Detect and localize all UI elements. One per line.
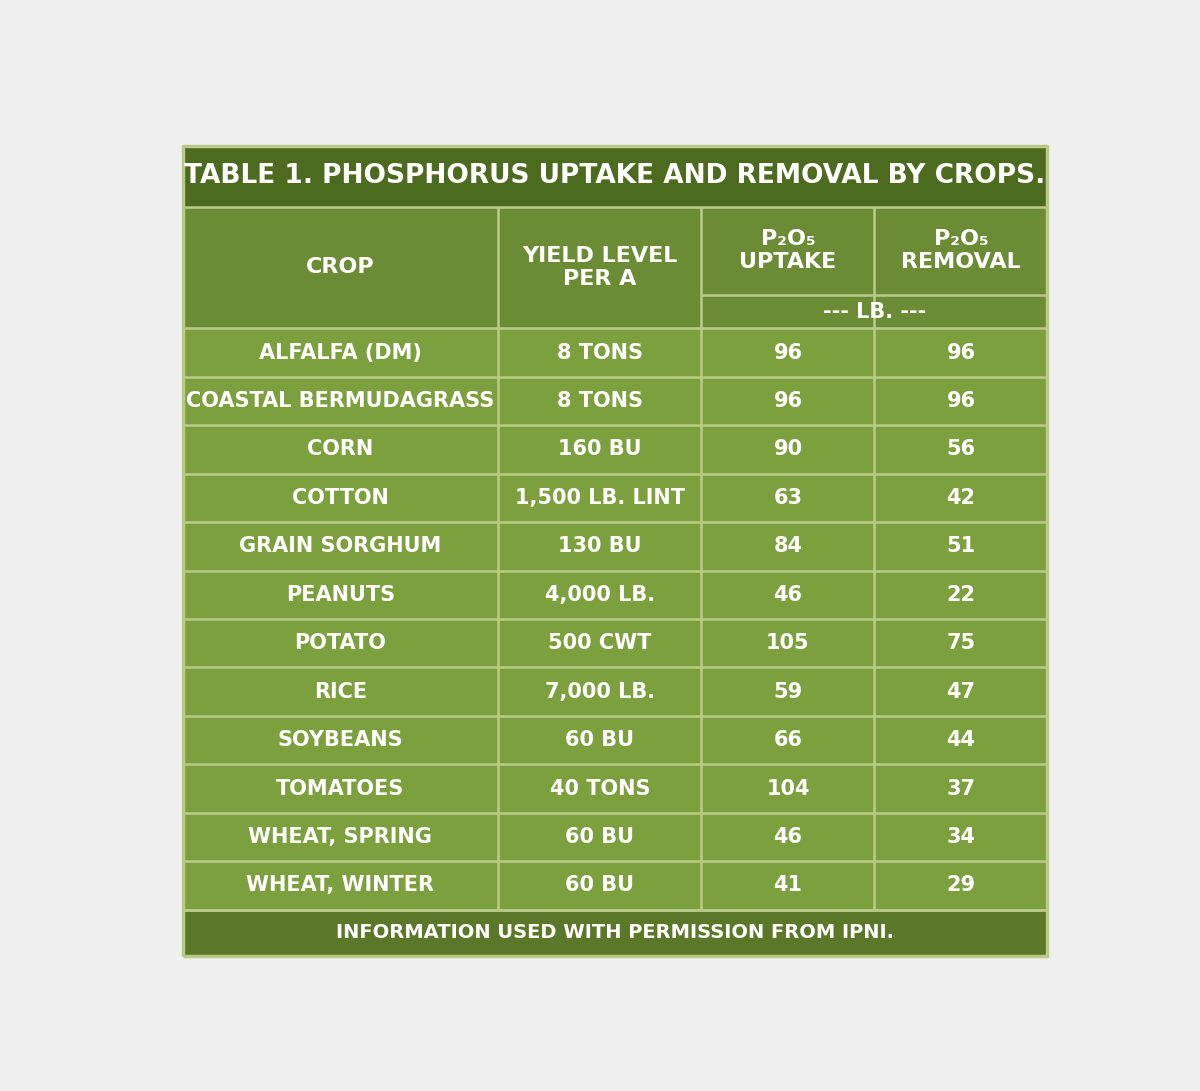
Text: 96: 96 <box>774 343 803 362</box>
Text: P₂O₅
UPTAKE: P₂O₅ UPTAKE <box>739 229 836 273</box>
Text: 4,000 LB.: 4,000 LB. <box>545 585 655 604</box>
Text: YIELD LEVEL
PER A: YIELD LEVEL PER A <box>522 245 678 289</box>
FancyBboxPatch shape <box>182 765 1048 813</box>
Text: 8 TONS: 8 TONS <box>557 343 643 362</box>
Text: 8 TONS: 8 TONS <box>557 391 643 411</box>
Text: 84: 84 <box>774 537 803 556</box>
Text: 1,500 LB. LINT: 1,500 LB. LINT <box>515 488 685 508</box>
Text: 41: 41 <box>774 875 803 896</box>
Text: 22: 22 <box>947 585 976 604</box>
Text: 130 BU: 130 BU <box>558 537 642 556</box>
Text: WHEAT, WINTER: WHEAT, WINTER <box>246 875 434 896</box>
Text: 59: 59 <box>773 682 803 702</box>
FancyBboxPatch shape <box>182 910 1048 956</box>
Text: 96: 96 <box>947 343 976 362</box>
Text: 46: 46 <box>774 585 803 604</box>
FancyBboxPatch shape <box>182 523 1048 571</box>
Text: 46: 46 <box>774 827 803 847</box>
FancyBboxPatch shape <box>182 619 1048 668</box>
Text: TOMATOES: TOMATOES <box>276 779 404 799</box>
Text: COTTON: COTTON <box>292 488 389 508</box>
FancyBboxPatch shape <box>182 328 1048 376</box>
Text: ALFALFA (DM): ALFALFA (DM) <box>259 343 422 362</box>
Text: 37: 37 <box>947 779 976 799</box>
Text: COASTAL BERMUDAGRASS: COASTAL BERMUDAGRASS <box>186 391 494 411</box>
Text: CORN: CORN <box>307 440 373 459</box>
Text: 104: 104 <box>767 779 810 799</box>
Text: PEANUTS: PEANUTS <box>286 585 395 604</box>
Text: 40 TONS: 40 TONS <box>550 779 650 799</box>
FancyBboxPatch shape <box>182 813 1048 861</box>
Text: 500 CWT: 500 CWT <box>548 633 652 654</box>
Text: 60 BU: 60 BU <box>565 730 635 751</box>
Text: WHEAT, SPRING: WHEAT, SPRING <box>248 827 432 847</box>
FancyBboxPatch shape <box>182 861 1048 910</box>
Text: 96: 96 <box>774 391 803 411</box>
Text: RICE: RICE <box>314 682 367 702</box>
FancyBboxPatch shape <box>182 473 1048 523</box>
Text: POTATO: POTATO <box>294 633 386 654</box>
Text: TABLE 1. PHOSPHORUS UPTAKE AND REMOVAL BY CROPS.: TABLE 1. PHOSPHORUS UPTAKE AND REMOVAL B… <box>185 164 1045 189</box>
Text: --- LB. ---: --- LB. --- <box>823 301 926 322</box>
Text: P₂O₅
REMOVAL: P₂O₅ REMOVAL <box>901 229 1021 273</box>
Text: 96: 96 <box>947 391 976 411</box>
Text: 44: 44 <box>947 730 976 751</box>
Text: 75: 75 <box>947 633 976 654</box>
FancyBboxPatch shape <box>182 668 1048 716</box>
Text: 60 BU: 60 BU <box>565 875 635 896</box>
FancyBboxPatch shape <box>182 146 1048 206</box>
Text: 51: 51 <box>947 537 976 556</box>
FancyBboxPatch shape <box>182 425 1048 473</box>
Text: GRAIN SORGHUM: GRAIN SORGHUM <box>239 537 442 556</box>
Text: 47: 47 <box>947 682 976 702</box>
Text: SOYBEANS: SOYBEANS <box>277 730 403 751</box>
FancyBboxPatch shape <box>182 376 1048 425</box>
Text: INFORMATION USED WITH PERMISSION FROM IPNI.: INFORMATION USED WITH PERMISSION FROM IP… <box>336 923 894 943</box>
Text: 56: 56 <box>947 440 976 459</box>
Text: 42: 42 <box>947 488 976 508</box>
Text: 63: 63 <box>774 488 803 508</box>
Text: 60 BU: 60 BU <box>565 827 635 847</box>
Text: CROP: CROP <box>306 257 374 277</box>
FancyBboxPatch shape <box>182 571 1048 619</box>
Text: 29: 29 <box>947 875 976 896</box>
FancyBboxPatch shape <box>182 206 1048 328</box>
Text: 34: 34 <box>947 827 976 847</box>
Text: 160 BU: 160 BU <box>558 440 642 459</box>
Text: 66: 66 <box>774 730 803 751</box>
Text: 90: 90 <box>774 440 803 459</box>
Text: 7,000 LB.: 7,000 LB. <box>545 682 655 702</box>
Text: 105: 105 <box>766 633 810 654</box>
FancyBboxPatch shape <box>182 716 1048 765</box>
